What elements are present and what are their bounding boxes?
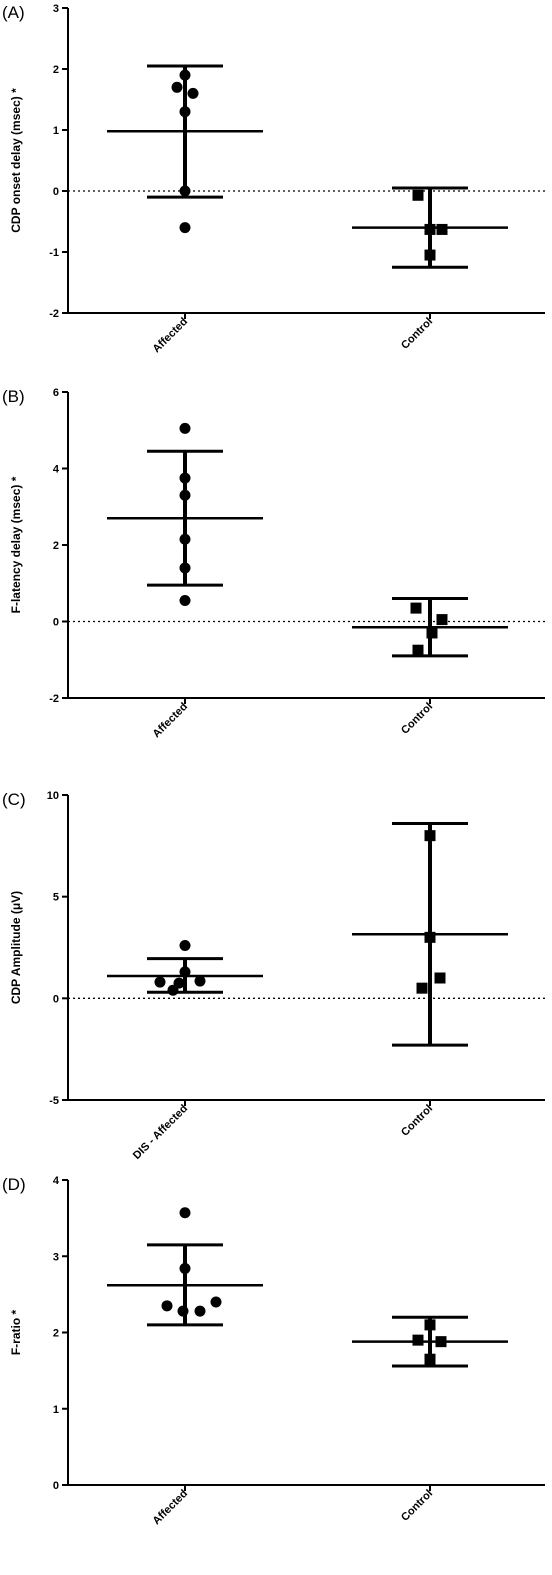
data-point (436, 223, 448, 235)
y-tick-label: 0 (53, 617, 59, 629)
panel-label: (B) (2, 387, 25, 406)
y-tick-label: 4 (53, 464, 60, 476)
y-axis-title: F-latency delay (msec) * (9, 476, 23, 613)
data-point (179, 222, 191, 234)
data-point (194, 1305, 206, 1317)
data-point (424, 830, 436, 842)
data-point (179, 1262, 191, 1274)
data-point (179, 562, 191, 574)
y-axis-title: CDP onset delay (msec) * (9, 88, 23, 233)
data-point (436, 614, 448, 626)
data-point (424, 1319, 436, 1331)
chart-panel-4: (D) 4 3 2 1 0 F-ratio * Affected Control (2, 1175, 545, 1527)
data-point (179, 594, 191, 606)
data-point (179, 533, 191, 545)
y-tick-label: -2 (49, 693, 59, 705)
data-point (187, 87, 199, 99)
y-tick-label: 3 (53, 1251, 59, 1263)
y-tick-label: -2 (49, 308, 59, 320)
x-category-label: Affected (151, 316, 191, 356)
x-category-label: Affected (151, 1488, 191, 1528)
data-point (412, 644, 424, 656)
data-point (424, 1353, 436, 1365)
data-point (179, 1207, 191, 1219)
x-category-label: Affected (151, 701, 191, 741)
data-point (412, 189, 424, 201)
y-tick-label: 1 (53, 125, 59, 137)
data-point (179, 185, 191, 197)
data-point (194, 975, 206, 987)
y-tick-label: 3 (53, 3, 59, 15)
y-tick-label: 0 (53, 1480, 59, 1492)
data-point (171, 81, 183, 93)
y-axis-title: CDP Amplitude (μV) (9, 891, 23, 1004)
data-point (412, 1334, 424, 1346)
y-tick-label: 6 (53, 387, 59, 399)
data-point (179, 472, 191, 484)
panel-label: (A) (2, 3, 25, 22)
data-point (424, 931, 436, 943)
data-point (179, 489, 191, 501)
data-point (179, 966, 191, 978)
y-tick-label: 0 (53, 186, 59, 198)
data-point (177, 1305, 189, 1317)
y-tick-label: 4 (53, 1175, 60, 1187)
data-point (179, 422, 191, 434)
panel-label: (C) (2, 790, 26, 809)
y-tick-label: -5 (49, 1095, 59, 1107)
y-tick-label: 2 (53, 64, 59, 76)
y-tick-label: 10 (47, 790, 59, 802)
data-point (434, 972, 446, 984)
y-axis-title: F-ratio * (9, 1310, 23, 1356)
y-tick-label: 0 (53, 993, 59, 1005)
data-point (426, 627, 438, 639)
data-point (424, 223, 436, 235)
y-tick-label: 5 (53, 892, 59, 904)
data-point (167, 984, 179, 996)
x-category-label: Control (399, 1103, 435, 1139)
data-point (424, 249, 436, 261)
x-category-label: DIS - Affected (131, 1103, 190, 1162)
chart-panel-2: (B) 6 4 2 0 -2 F-latency delay (msec) * Affecte… (2, 387, 545, 740)
data-point (416, 982, 428, 994)
x-category-label: Control (399, 316, 435, 352)
data-point (154, 976, 166, 988)
y-tick-label: 2 (53, 1328, 59, 1340)
data-point (161, 1300, 173, 1312)
chart-panel-3: (C) 10 5 0 -5 CDP Amplitude (μV) DIS - Affecte… (2, 790, 545, 1162)
x-category-label: Control (399, 1488, 435, 1524)
y-tick-label: -1 (49, 247, 59, 259)
data-point (179, 106, 191, 118)
panel-label: (D) (2, 1175, 26, 1194)
data-point (435, 1336, 447, 1348)
x-category-label: Control (399, 701, 435, 737)
data-point (179, 939, 191, 951)
data-point (410, 602, 422, 614)
data-point (210, 1296, 222, 1308)
y-tick-label: 1 (53, 1404, 59, 1416)
y-tick-label: 2 (53, 540, 59, 552)
chart-panel-1: (A) 3 2 1 0 -1 -2 CDP onset delay (msec) * Affec… (2, 3, 545, 355)
data-point (179, 69, 191, 81)
